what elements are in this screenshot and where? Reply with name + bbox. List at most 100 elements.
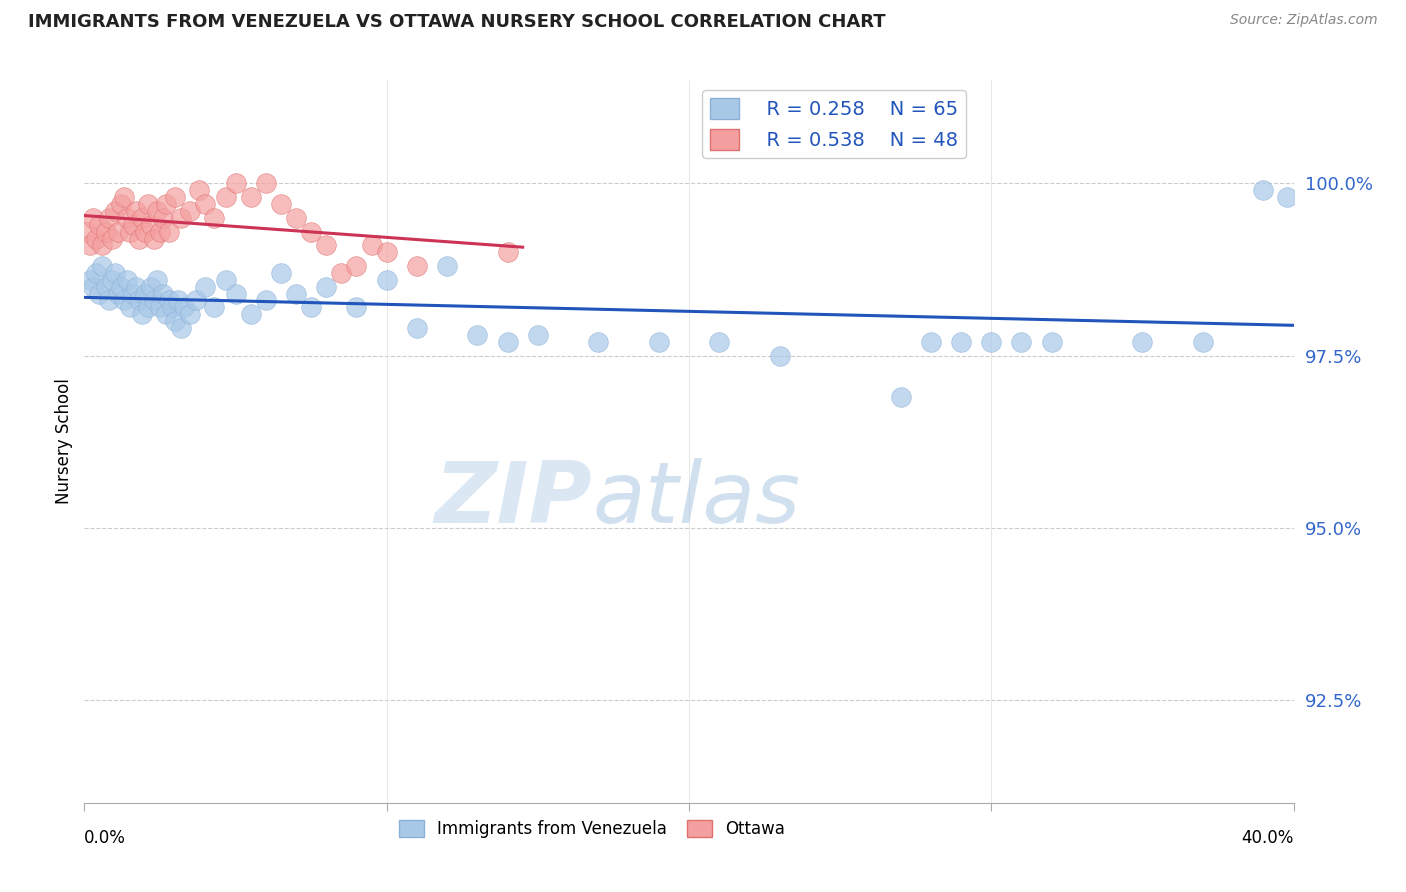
Point [346, 259, 368, 273]
Point [375, 273, 398, 287]
Point [285, 211, 308, 225]
Point [299, 225, 322, 239]
Point [97, 293, 120, 308]
Point [315, 279, 337, 293]
Point [1277, 190, 1299, 204]
Point [76, 225, 98, 239]
Point [125, 204, 148, 219]
Point [299, 301, 322, 315]
Point [89, 286, 111, 301]
Point [142, 293, 165, 308]
Point [94, 279, 117, 293]
Point [134, 286, 156, 301]
Point [100, 231, 122, 245]
Point [194, 279, 217, 293]
Point [155, 307, 177, 321]
Y-axis label: Nursery School: Nursery School [55, 378, 73, 505]
Point [215, 190, 238, 204]
Text: ZIP: ZIP [434, 458, 592, 541]
Point [131, 211, 153, 225]
Point [146, 204, 169, 219]
Point [131, 307, 153, 321]
Point [160, 301, 183, 315]
Point [239, 190, 262, 204]
Text: Source: ZipAtlas.com: Source: ZipAtlas.com [1230, 13, 1378, 28]
Point [1040, 334, 1063, 349]
Point [157, 225, 180, 239]
Point [121, 218, 143, 232]
Point [1253, 183, 1275, 197]
Point [155, 197, 177, 211]
Point [315, 238, 337, 252]
Text: 40.0%: 40.0% [1241, 829, 1294, 847]
Point [346, 301, 368, 315]
Point [121, 286, 143, 301]
Point [146, 273, 169, 287]
Point [406, 321, 429, 335]
Point [225, 177, 247, 191]
Point [91, 238, 114, 252]
Point [152, 211, 174, 225]
Text: IMMIGRANTS FROM VENEZUELA VS OTTAWA NURSERY SCHOOL CORRELATION CHART: IMMIGRANTS FROM VENEZUELA VS OTTAWA NURS… [28, 13, 886, 31]
Point [128, 231, 150, 245]
Point [125, 279, 148, 293]
Point [980, 334, 1002, 349]
Point [107, 286, 129, 301]
Point [152, 286, 174, 301]
Point [165, 314, 187, 328]
Point [104, 266, 127, 280]
Point [467, 327, 489, 342]
Point [82, 211, 104, 225]
Point [136, 301, 159, 315]
Point [94, 225, 117, 239]
Point [115, 273, 138, 287]
Point [139, 279, 162, 293]
Point [115, 211, 138, 225]
Point [1132, 334, 1154, 349]
Point [360, 238, 382, 252]
Point [188, 183, 211, 197]
Point [149, 225, 172, 239]
Point [128, 293, 150, 308]
Point [97, 211, 120, 225]
Point [1011, 334, 1033, 349]
Point [170, 211, 193, 225]
Text: 0.0%: 0.0% [84, 829, 127, 847]
Point [202, 211, 225, 225]
Point [496, 245, 519, 260]
Point [890, 390, 912, 404]
Point [136, 197, 159, 211]
Point [89, 218, 111, 232]
Point [179, 307, 201, 321]
Point [527, 327, 550, 342]
Point [165, 190, 187, 204]
Point [104, 204, 127, 219]
Point [215, 273, 238, 287]
Point [270, 266, 292, 280]
Point [142, 231, 165, 245]
Point [186, 293, 208, 308]
Point [254, 293, 277, 308]
Legend: Immigrants from Venezuela, Ottawa: Immigrants from Venezuela, Ottawa [392, 814, 792, 845]
Point [157, 293, 180, 308]
Point [167, 293, 190, 308]
Point [110, 279, 132, 293]
Point [118, 225, 141, 239]
Point [194, 197, 217, 211]
Point [79, 238, 101, 252]
Point [179, 204, 201, 219]
Point [79, 273, 101, 287]
Point [86, 266, 108, 280]
Point [375, 245, 398, 260]
Point [202, 301, 225, 315]
Point [648, 334, 671, 349]
Point [134, 225, 156, 239]
Point [496, 334, 519, 349]
Point [110, 197, 132, 211]
Point [285, 286, 308, 301]
Point [239, 307, 262, 321]
Point [82, 279, 104, 293]
Point [225, 286, 247, 301]
Point [588, 334, 610, 349]
Text: atlas: atlas [592, 458, 800, 541]
